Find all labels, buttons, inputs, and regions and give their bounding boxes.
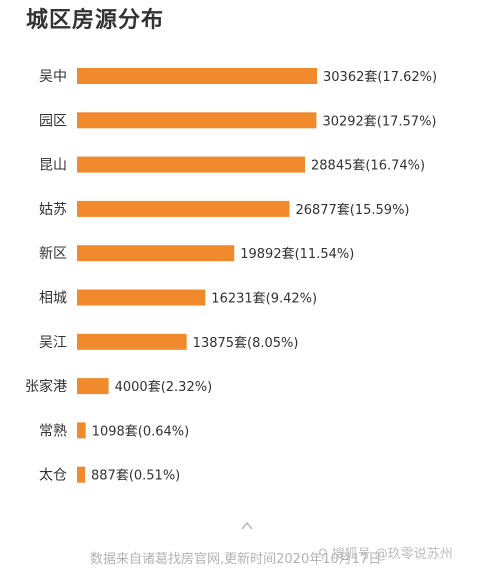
watermark: ⚲ 搜狐号 @玖零说苏州 [318, 547, 453, 562]
category-label: 相城 [39, 291, 67, 307]
category-label: 新区 [39, 246, 67, 262]
category-label: 吴中 [39, 69, 67, 85]
bar [77, 200, 290, 217]
category-label: 姑苏 [39, 202, 67, 218]
chart-title: 城区房源分布 [26, 8, 165, 33]
data-label: 28845套(16.74%) [311, 158, 425, 174]
category-label: 常熟 [39, 423, 67, 439]
data-label: 19892套(11.54%) [240, 246, 354, 262]
data-label: 16231套(9.42%) [211, 291, 317, 307]
data-label: 30362套(17.62%) [323, 69, 437, 85]
bar [77, 245, 235, 262]
bar [77, 68, 317, 84]
bar [77, 466, 85, 483]
data-label: 26877套(15.59%) [295, 202, 409, 218]
data-label: 13875套(8.05%) [193, 335, 299, 351]
bar [77, 333, 187, 350]
data-label: 887套(0.51%) [91, 468, 180, 484]
bar [77, 289, 206, 306]
bar [77, 156, 306, 173]
bar-chart: 吴中 30362套(17.62%) 园区 30292套(17.57%) 昆山 28845套… [25, 68, 437, 484]
data-label: 30292套(17.57%) [322, 113, 436, 129]
category-label: 园区 [39, 113, 67, 129]
data-label: 4000套(2.32%) [115, 379, 213, 395]
bar [77, 422, 86, 439]
bar [77, 112, 317, 129]
chevron-up-icon[interactable] [241, 520, 253, 532]
bar [77, 378, 109, 395]
category-label: 太仓 [39, 468, 67, 484]
category-label: 昆山 [39, 158, 67, 174]
data-label: 1098套(0.64%) [92, 423, 190, 439]
category-label: 张家港 [25, 378, 67, 395]
category-label: 吴江 [39, 335, 67, 351]
data-source-note: 数据来自诸葛找房官网,更新时间2020年10月17日 [90, 552, 382, 567]
